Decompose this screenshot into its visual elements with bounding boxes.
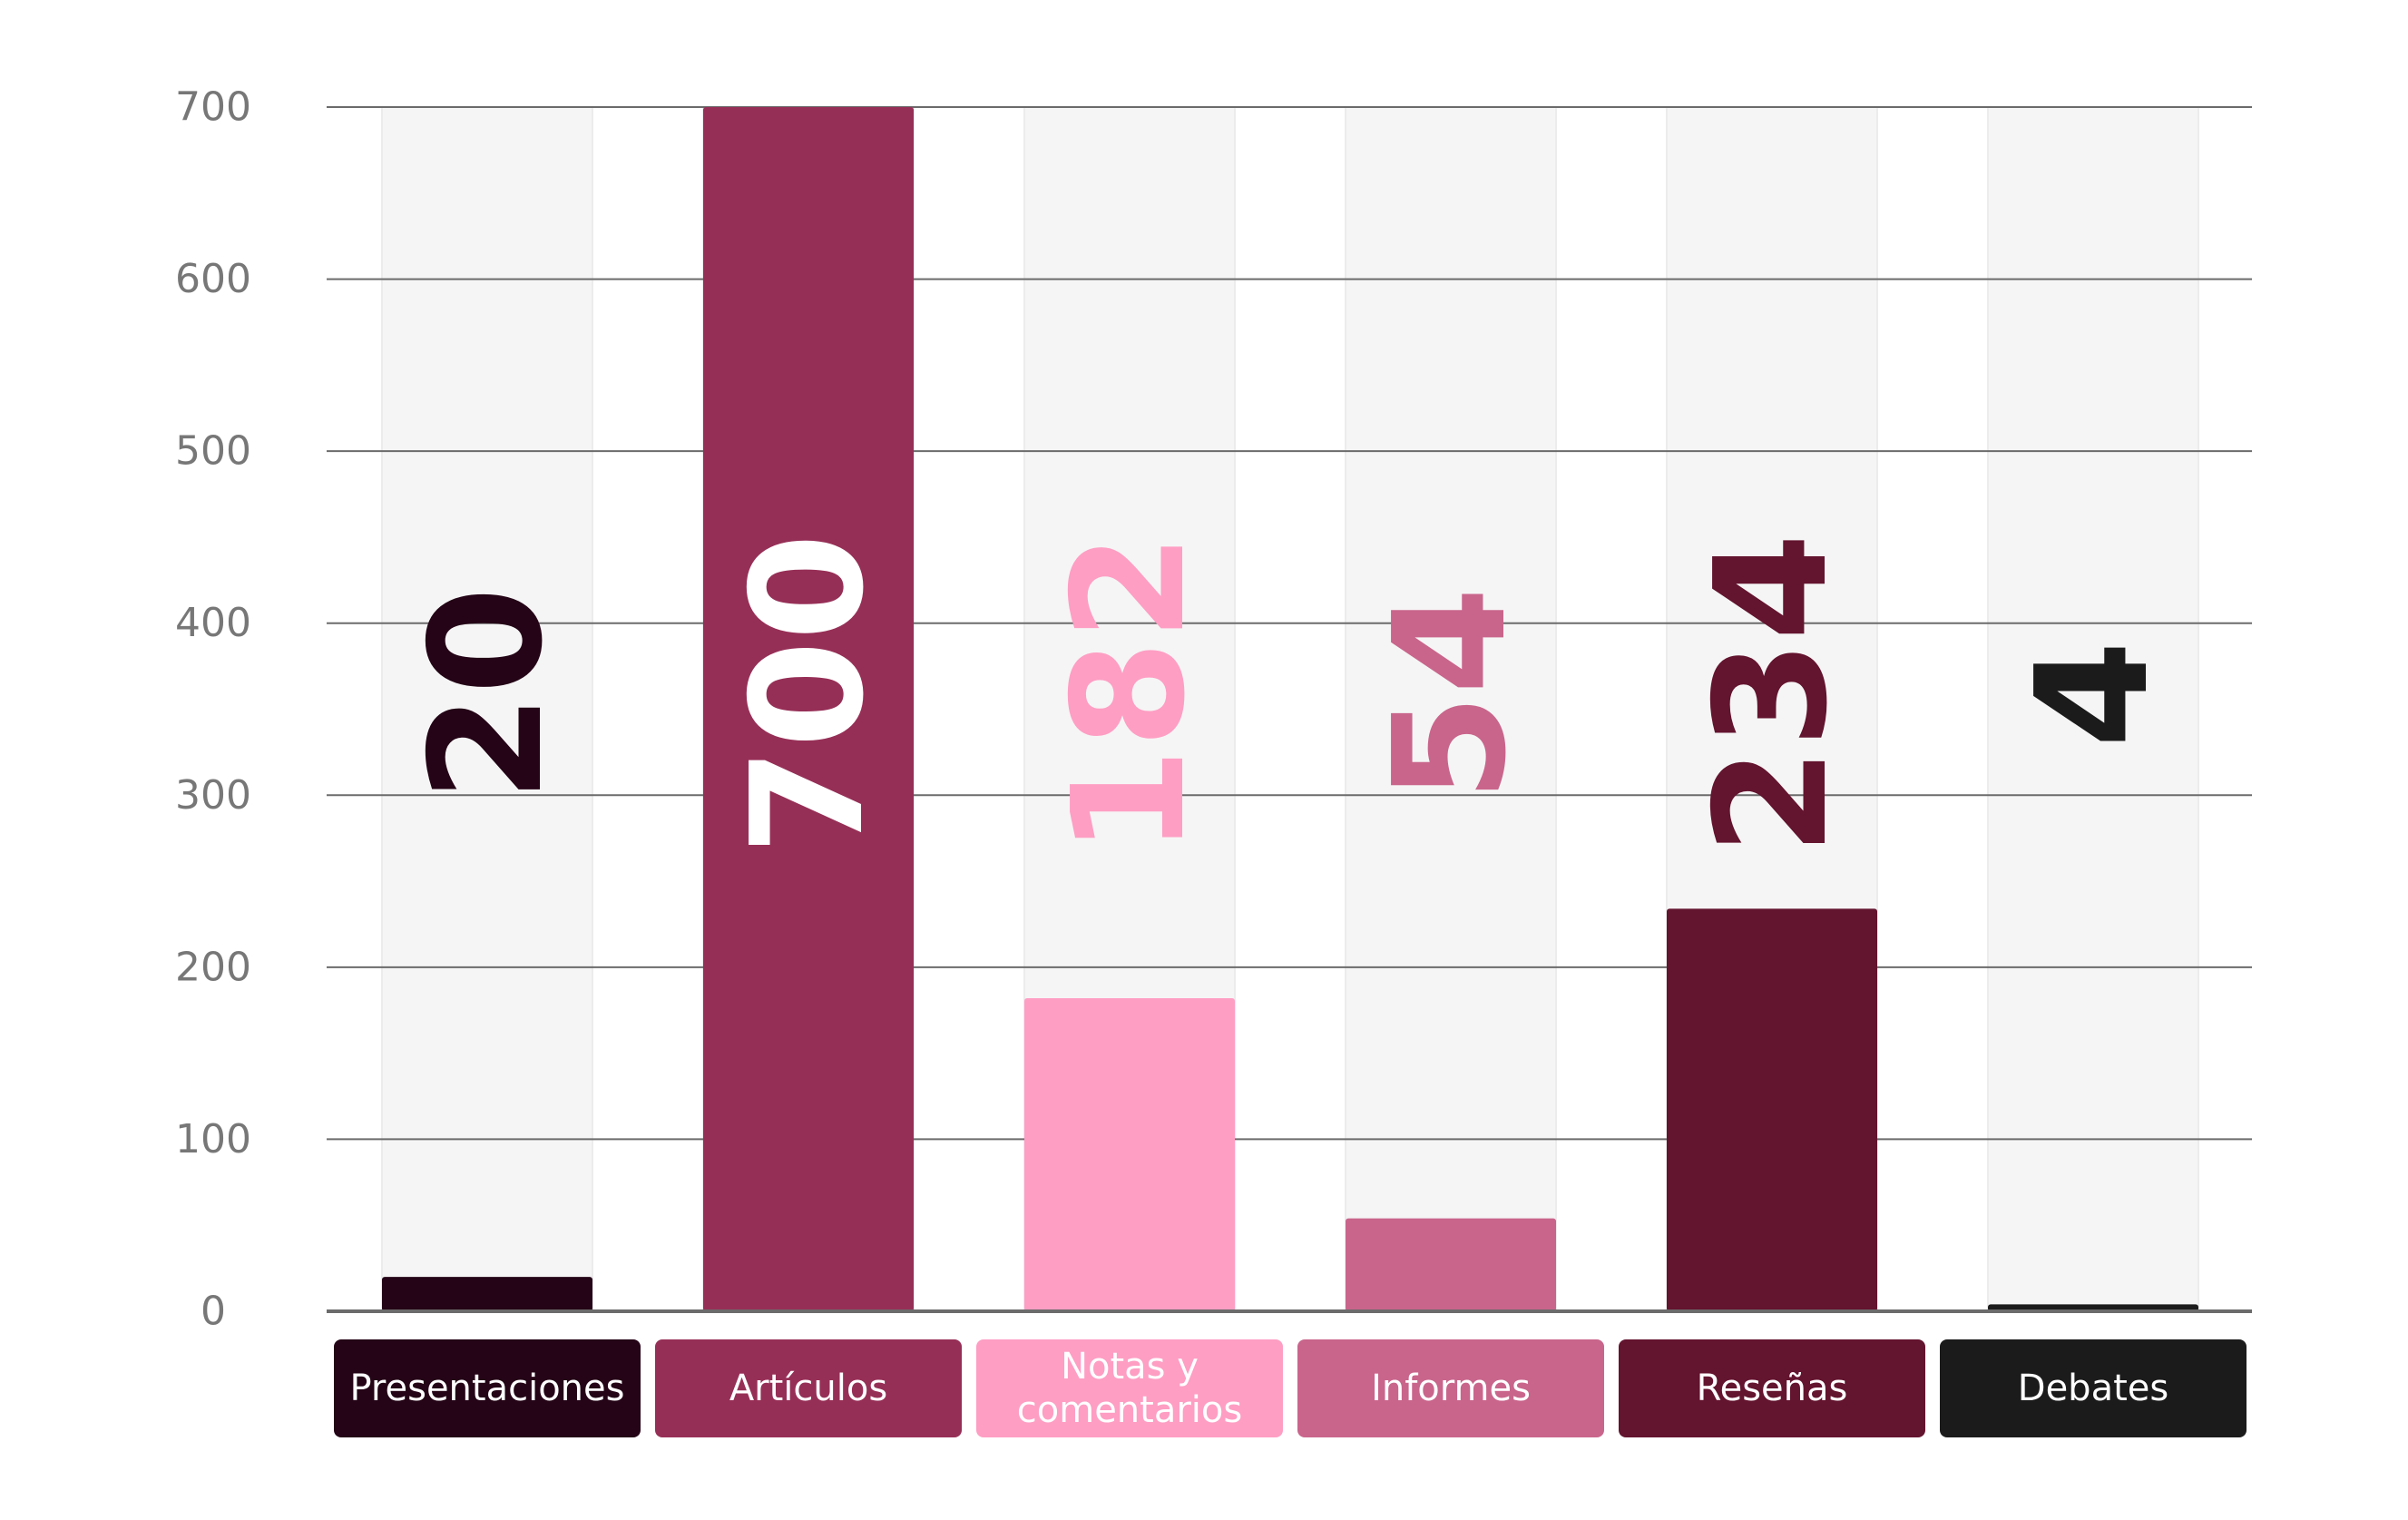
bar: [382, 1277, 592, 1311]
value-label: 700: [719, 534, 898, 856]
y-tick-label: 100: [175, 1116, 251, 1162]
bar-track: [1345, 106, 1557, 1312]
bar-track: [1987, 106, 2199, 1312]
bar-track: [381, 106, 593, 1312]
category-label: Artículos: [729, 1368, 887, 1409]
category-label: Reseñas: [1697, 1368, 1848, 1409]
bar: [1346, 1218, 1556, 1311]
y-tick-label: 400: [175, 600, 251, 646]
category-label: Informes: [1371, 1368, 1531, 1409]
value-label: 234: [1682, 534, 1862, 856]
y-axis-ticks: 0 100 200 300 400 500 600 700: [175, 84, 251, 1335]
category-label-box: [655, 1339, 962, 1437]
y-tick-label: 300: [175, 772, 251, 819]
y-tick-label: 0: [201, 1289, 226, 1335]
category-label-box: [334, 1339, 641, 1437]
value-labels: 20 700 182 54 234 4: [397, 534, 2183, 856]
gridlines: [327, 106, 2252, 1141]
value-label: 4: [2003, 641, 2183, 748]
y-tick-label: 200: [175, 944, 251, 990]
y-tick-label: 500: [175, 428, 251, 475]
bar: [703, 107, 914, 1311]
bar: [1024, 997, 1235, 1311]
category-label-box: [976, 1339, 1283, 1437]
y-tick-label: 600: [175, 256, 251, 302]
category-labels: Presentaciones Artículos Notas ycomentario…: [334, 1339, 2246, 1437]
category-label-box: [1297, 1339, 1604, 1437]
bar: [1667, 908, 1877, 1311]
y-tick-label: 700: [175, 84, 251, 131]
category-label-box: [1940, 1339, 2246, 1437]
category-label-box: [1619, 1339, 1925, 1437]
category-label: Notas y: [1061, 1346, 1199, 1388]
value-label: 182: [1040, 534, 1219, 856]
value-label: 20: [397, 587, 577, 802]
background-tracks: [381, 106, 2199, 1312]
category-label: comentarios: [1017, 1389, 1242, 1431]
category-label: Debates: [2018, 1368, 2168, 1409]
value-label: 54: [1361, 587, 1541, 802]
category-label: Presentaciones: [350, 1368, 625, 1409]
bars: [382, 107, 2198, 1311]
